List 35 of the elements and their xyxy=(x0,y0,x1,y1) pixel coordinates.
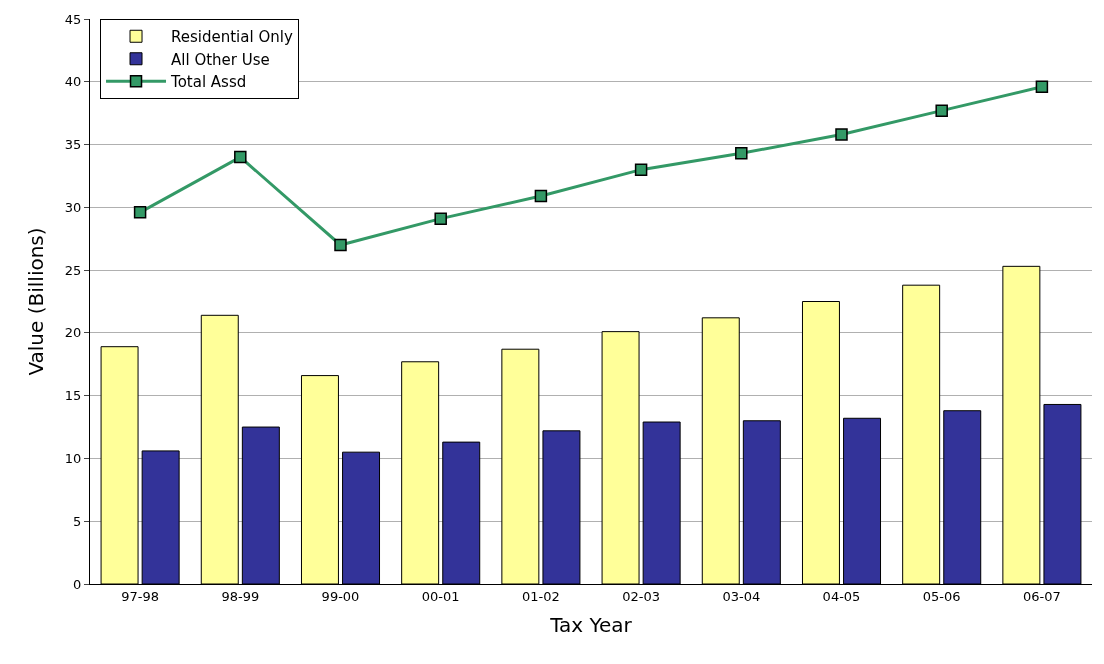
y-tick-label: 20 xyxy=(64,325,82,341)
y-tick-label: 30 xyxy=(64,199,82,215)
legend-label: Total Assd xyxy=(170,73,247,92)
x-tick-label: 97-98 xyxy=(121,588,159,604)
point xyxy=(234,150,247,164)
point xyxy=(334,238,347,252)
y-tick-label: 40 xyxy=(64,74,82,90)
point xyxy=(735,147,748,160)
x-tick-label: 05-06 xyxy=(922,588,961,604)
point xyxy=(133,206,147,219)
point xyxy=(434,212,447,225)
y-tick-label: 5 xyxy=(73,513,82,529)
point xyxy=(935,104,948,117)
x-tick-label: 06-07 xyxy=(1023,588,1061,604)
y-tick-label: 35 xyxy=(64,137,82,153)
y-tick-label: 0 xyxy=(73,576,82,592)
y-tick-label: 10 xyxy=(64,450,82,466)
y-axis-title: Value (Billions) xyxy=(24,227,49,376)
x-tick-label: 02-03 xyxy=(622,588,660,604)
point xyxy=(534,189,548,203)
x-tick-label: 04-05 xyxy=(822,588,861,604)
y-tick-label: 45 xyxy=(64,11,82,27)
point xyxy=(835,128,848,141)
legend-label: All Other Use xyxy=(171,50,270,69)
point xyxy=(634,163,648,176)
legend-label: Residential Only xyxy=(171,28,293,47)
point xyxy=(1035,80,1049,94)
x-tick-label: 01-02 xyxy=(522,588,560,604)
y-tick-label: 15 xyxy=(64,388,82,404)
x-tick-label: 98-99 xyxy=(221,588,260,604)
x-axis-title: Tax Year xyxy=(549,613,633,638)
x-tick-label: 00-01 xyxy=(421,588,460,604)
y-tick-label: 25 xyxy=(64,262,82,278)
x-tick-label: 99-00 xyxy=(321,588,360,604)
x-tick-label: 03-04 xyxy=(722,588,761,604)
